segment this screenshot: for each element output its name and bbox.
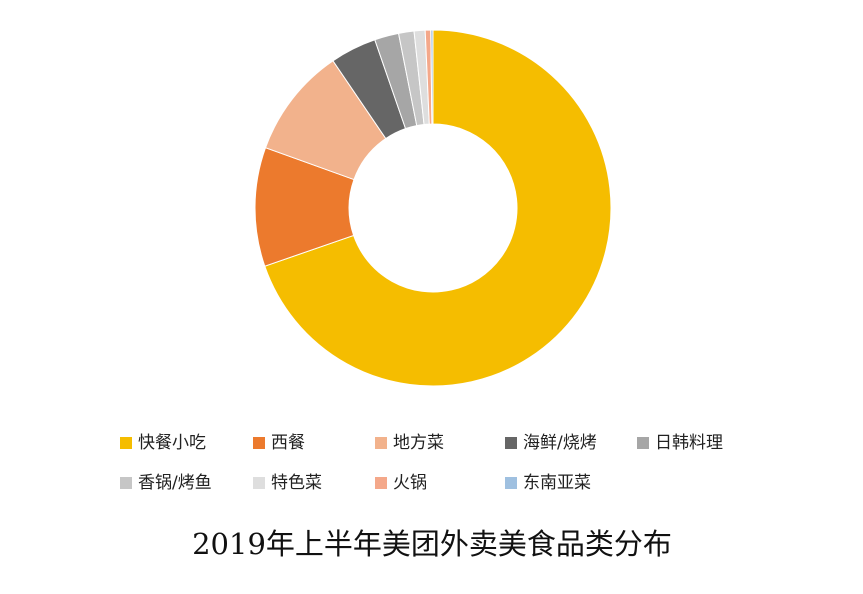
legend-swatch — [375, 437, 387, 449]
legend-swatch — [253, 477, 265, 489]
legend-label: 特色菜 — [271, 473, 322, 493]
legend-swatch — [253, 437, 265, 449]
legend-swatch — [505, 477, 517, 489]
chart-title: 2019年上半年美团外卖美食品类分布 — [192, 527, 672, 561]
legend-label: 西餐 — [271, 433, 305, 453]
legend-label: 日韩料理 — [655, 433, 723, 453]
legend-label: 地方菜 — [393, 433, 444, 453]
legend-label: 海鲜/烧烤 — [523, 433, 597, 453]
legend-swatch — [120, 437, 132, 449]
slice — [430, 29, 434, 125]
legend-label: 火锅 — [393, 473, 427, 493]
legend-swatch — [637, 437, 649, 449]
legend-label: 香锅/烤鱼 — [138, 473, 212, 493]
legend-label: 东南亚菜 — [523, 473, 591, 493]
legend-label: 快餐小吃 — [138, 433, 206, 453]
legend-swatch — [120, 477, 132, 489]
legend-swatch — [505, 437, 517, 449]
legend-swatch — [375, 477, 387, 489]
slice — [264, 29, 612, 387]
